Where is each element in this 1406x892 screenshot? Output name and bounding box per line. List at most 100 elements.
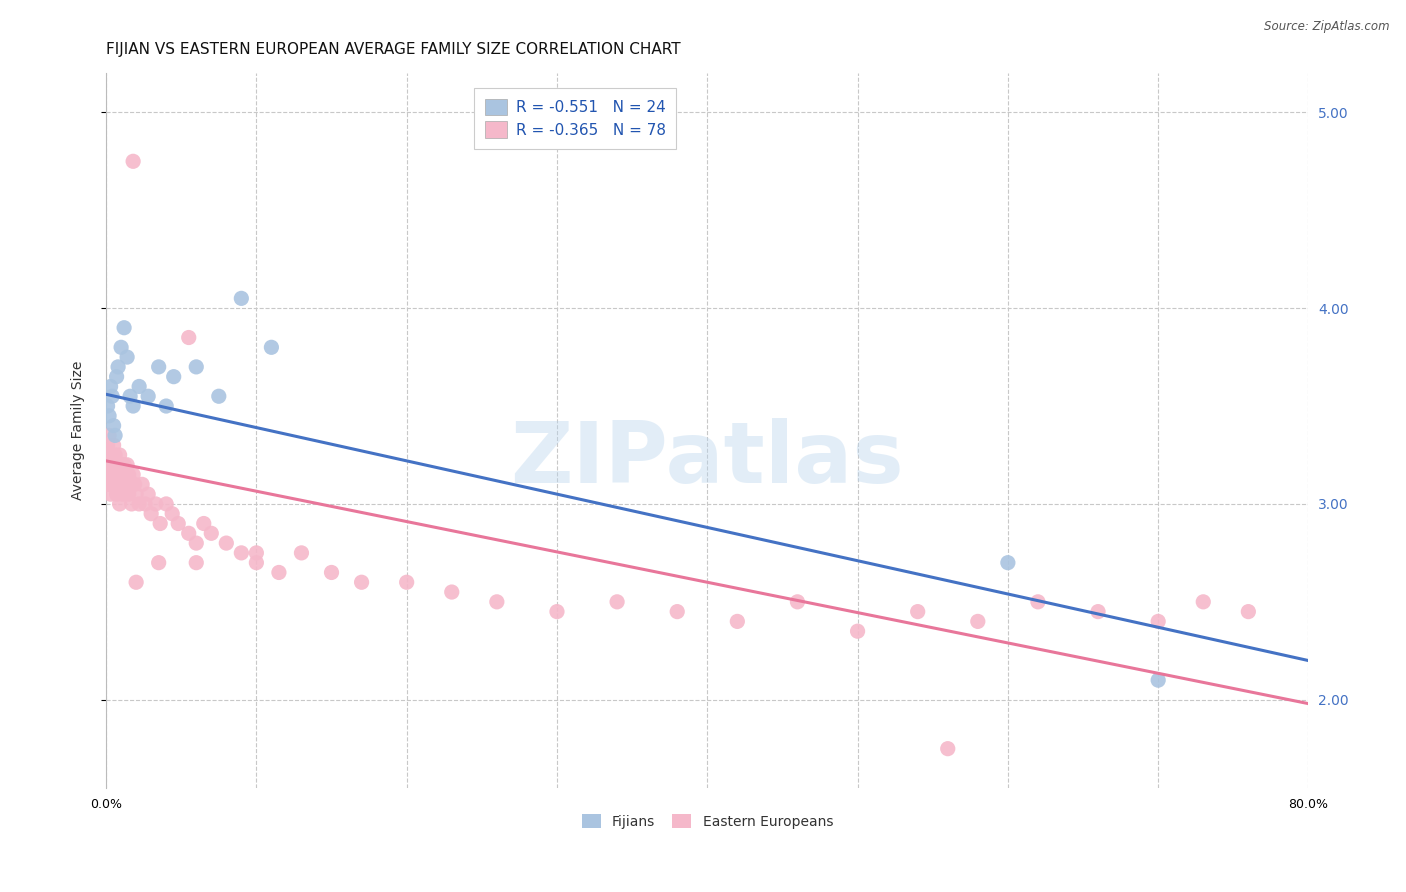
Point	[245, 556, 267, 570]
Point	[97, 477, 120, 491]
Point	[125, 575, 148, 590]
Point	[136, 487, 159, 501]
Point	[1087, 605, 1109, 619]
Point	[101, 467, 124, 482]
Point	[112, 477, 135, 491]
Y-axis label: Average Family Size: Average Family Size	[72, 361, 86, 500]
Point	[148, 556, 170, 570]
Point	[103, 458, 125, 472]
Point	[231, 291, 253, 305]
Point	[136, 389, 159, 403]
Point	[124, 477, 146, 491]
Point	[98, 448, 121, 462]
Point	[115, 350, 138, 364]
Point	[100, 487, 122, 501]
Point	[666, 605, 689, 619]
Point	[260, 340, 283, 354]
Point	[160, 507, 183, 521]
Point	[485, 595, 508, 609]
Point	[1147, 615, 1170, 629]
Point	[101, 448, 124, 462]
Point	[1192, 595, 1215, 609]
Point	[98, 409, 121, 423]
Point	[100, 379, 122, 393]
Point	[128, 497, 150, 511]
Point	[134, 497, 156, 511]
Point	[267, 566, 290, 580]
Point	[245, 546, 267, 560]
Point	[186, 556, 208, 570]
Point	[104, 448, 127, 462]
Text: ZIPatlas: ZIPatlas	[510, 417, 904, 500]
Point	[122, 399, 145, 413]
Point	[155, 399, 177, 413]
Point	[111, 487, 134, 501]
Point	[97, 399, 120, 413]
Point	[846, 624, 869, 639]
Point	[103, 418, 125, 433]
Point	[148, 359, 170, 374]
Point	[107, 477, 129, 491]
Point	[163, 369, 186, 384]
Point	[117, 487, 139, 501]
Point	[208, 389, 231, 403]
Point	[101, 477, 124, 491]
Point	[97, 438, 120, 452]
Point	[98, 428, 121, 442]
Point	[122, 467, 145, 482]
Point	[111, 467, 134, 482]
Legend: Fijians, Eastern Europeans: Fijians, Eastern Europeans	[576, 808, 838, 835]
Point	[786, 595, 808, 609]
Point	[114, 467, 136, 482]
Point	[103, 477, 125, 491]
Point	[145, 497, 167, 511]
Point	[606, 595, 628, 609]
Point	[110, 340, 132, 354]
Point	[966, 615, 988, 629]
Point	[112, 458, 135, 472]
Point	[546, 605, 568, 619]
Point	[117, 467, 139, 482]
Point	[1237, 605, 1260, 619]
Point	[231, 546, 253, 560]
Point	[321, 566, 343, 580]
Point	[110, 458, 132, 472]
Point	[104, 467, 127, 482]
Point	[112, 320, 135, 334]
Point	[200, 526, 222, 541]
Point	[177, 526, 200, 541]
Point	[215, 536, 238, 550]
Point	[128, 379, 150, 393]
Point	[104, 428, 127, 442]
Point	[155, 497, 177, 511]
Point	[167, 516, 190, 531]
Text: Source: ZipAtlas.com: Source: ZipAtlas.com	[1264, 20, 1389, 33]
Point	[149, 516, 172, 531]
Point	[177, 330, 200, 344]
Point	[107, 467, 129, 482]
Point	[1026, 595, 1049, 609]
Point	[115, 458, 138, 472]
Point	[936, 741, 959, 756]
Point	[100, 458, 122, 472]
Point	[290, 546, 312, 560]
Point	[141, 507, 163, 521]
Point	[350, 575, 373, 590]
Point	[120, 389, 142, 403]
Point	[122, 154, 145, 169]
Point	[186, 536, 208, 550]
Point	[725, 615, 748, 629]
Point	[997, 556, 1019, 570]
Point	[110, 477, 132, 491]
Point	[107, 359, 129, 374]
Point	[101, 389, 124, 403]
Point	[440, 585, 463, 599]
Point	[395, 575, 418, 590]
Point	[105, 487, 128, 501]
Point	[98, 467, 121, 482]
Point	[105, 458, 128, 472]
Point	[907, 605, 929, 619]
Point	[186, 359, 208, 374]
Point	[108, 497, 131, 511]
Point	[1147, 673, 1170, 687]
